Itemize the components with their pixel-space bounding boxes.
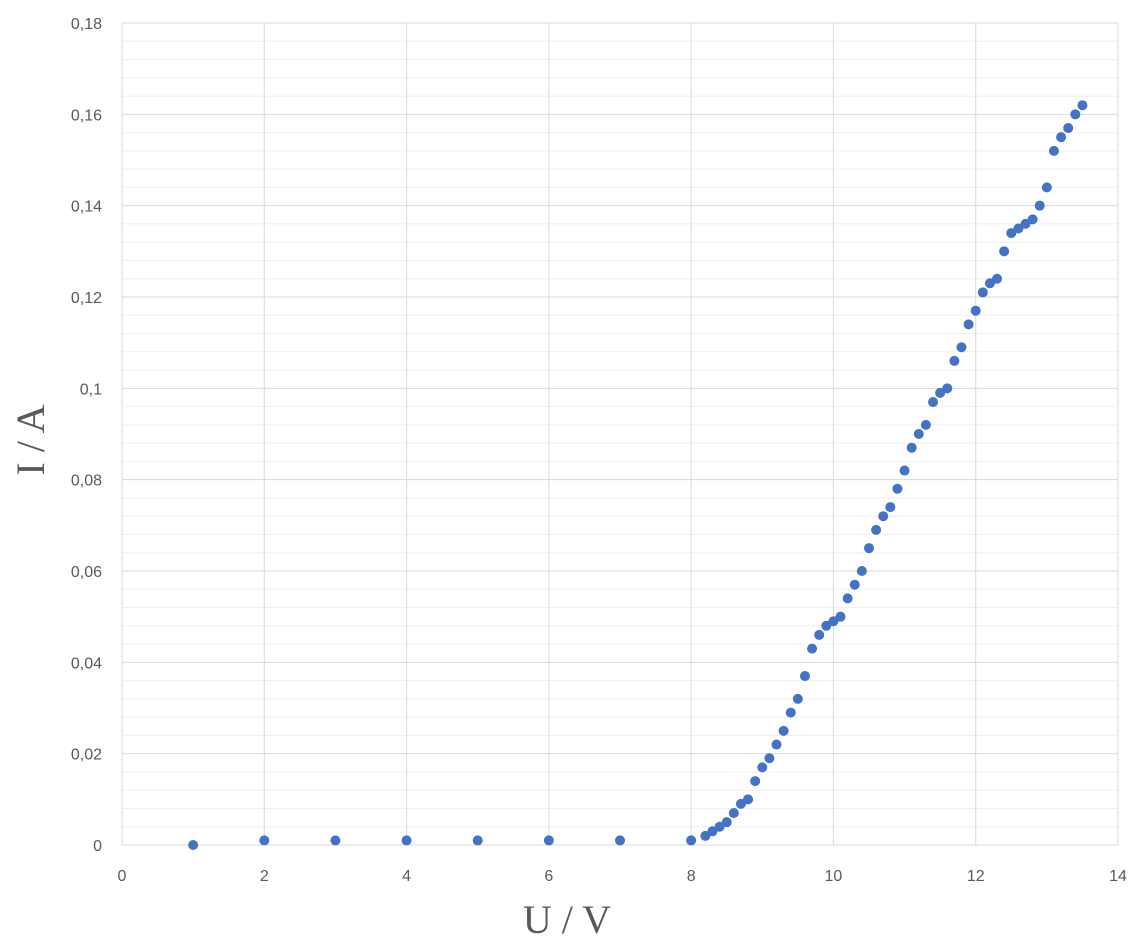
x-tick-label: 14 xyxy=(1109,868,1127,885)
y-tick-label: 0,18 xyxy=(71,16,102,33)
data-point xyxy=(1020,218,1031,229)
data-point xyxy=(977,287,988,298)
data-point xyxy=(849,579,860,590)
data-point xyxy=(714,821,725,832)
data-point xyxy=(401,835,412,846)
x-tick-label: 2 xyxy=(260,868,269,885)
data-point xyxy=(928,397,939,408)
data-point xyxy=(1056,132,1067,143)
y-tick-label: 0,12 xyxy=(71,290,102,307)
data-point xyxy=(807,643,818,654)
data-point xyxy=(920,419,931,430)
data-point xyxy=(785,707,796,718)
data-point xyxy=(330,835,341,846)
data-point xyxy=(735,798,746,809)
y-tick-label: 0,16 xyxy=(71,107,102,124)
data-point xyxy=(878,511,889,522)
data-point xyxy=(835,611,846,622)
data-point xyxy=(188,840,199,850)
data-point xyxy=(686,835,697,846)
data-point xyxy=(707,826,718,837)
data-point xyxy=(543,835,554,846)
data-point xyxy=(942,383,953,394)
y-tick-label: 0,04 xyxy=(71,655,102,672)
data-point xyxy=(984,278,995,289)
x-tick-label: 4 xyxy=(402,868,411,885)
x-axis-title: U / V xyxy=(523,897,611,940)
data-point xyxy=(885,502,896,513)
data-point xyxy=(970,305,981,316)
data-point xyxy=(1006,228,1017,239)
data-points xyxy=(188,100,1088,850)
x-tick-label: 6 xyxy=(544,868,553,885)
y-tick-label: 0,1 xyxy=(80,381,102,398)
data-point xyxy=(259,835,270,846)
data-point xyxy=(1034,200,1045,211)
y-axis-tick-labels: 0 0,02 0,04 0,06 0,08 0,1 0,12 0,14 0,16 0,18 xyxy=(71,16,102,855)
data-point xyxy=(1063,123,1074,134)
data-point xyxy=(1077,100,1088,111)
y-tick-label: 0,08 xyxy=(71,473,102,490)
data-point xyxy=(906,442,917,453)
data-point xyxy=(814,629,825,640)
data-point xyxy=(1041,182,1052,193)
y-tick-label: 0,06 xyxy=(71,564,102,581)
data-point xyxy=(949,355,960,366)
data-point xyxy=(828,616,839,627)
data-point xyxy=(935,387,946,398)
y-tick-label: 0,02 xyxy=(71,747,102,764)
data-point xyxy=(999,246,1010,257)
y-axis-title: I / A xyxy=(8,404,53,475)
data-point xyxy=(615,835,625,846)
data-point xyxy=(899,465,910,476)
data-point xyxy=(721,817,732,828)
data-point xyxy=(799,671,810,682)
data-point xyxy=(992,273,1003,284)
data-point xyxy=(743,794,754,805)
data-point xyxy=(792,693,803,704)
data-point xyxy=(750,776,761,787)
data-point xyxy=(771,739,782,750)
data-point xyxy=(728,808,739,819)
x-tick-label: 8 xyxy=(687,868,696,885)
data-point xyxy=(1070,109,1081,120)
major-gridlines xyxy=(121,22,1119,846)
data-point xyxy=(1013,223,1024,234)
data-point xyxy=(892,483,903,494)
data-point xyxy=(963,319,974,330)
data-point xyxy=(1048,145,1059,156)
x-tick-label: 12 xyxy=(967,868,985,885)
x-tick-label: 10 xyxy=(825,868,843,885)
minor-gridlines xyxy=(122,40,1118,828)
y-tick-label: 0,14 xyxy=(71,199,102,216)
x-tick-label: 0 xyxy=(118,868,127,885)
data-point xyxy=(871,524,882,535)
data-point xyxy=(1027,214,1038,225)
y-tick-label: 0 xyxy=(93,838,102,855)
data-point xyxy=(700,830,711,841)
data-point xyxy=(913,429,924,439)
data-point xyxy=(856,566,867,576)
data-point xyxy=(956,342,967,353)
data-point xyxy=(821,620,832,631)
data-point xyxy=(757,762,768,773)
data-point xyxy=(842,593,853,604)
data-point xyxy=(778,725,789,736)
data-point xyxy=(764,753,775,764)
x-axis-tick-labels: 0 2 4 6 8 10 12 14 xyxy=(118,868,1127,885)
data-point xyxy=(472,835,483,846)
data-point xyxy=(864,543,874,554)
